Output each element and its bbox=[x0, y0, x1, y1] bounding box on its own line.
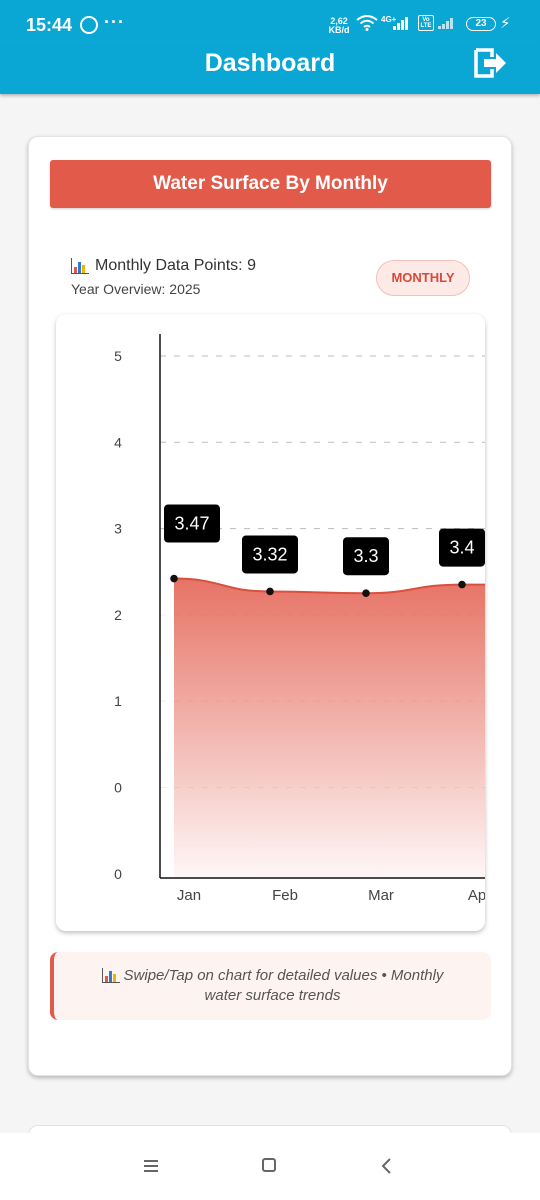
home-button[interactable] bbox=[262, 1158, 276, 1172]
network-speed-value: 2,62 bbox=[330, 16, 348, 26]
year-overview-label: Year Overview: 2025 bbox=[71, 281, 201, 297]
data-points-label: Monthly Data Points: 9 bbox=[95, 257, 256, 274]
bar-chart-icon bbox=[101, 968, 120, 983]
signal-icon-2 bbox=[438, 17, 453, 29]
y-tick-label: 1 bbox=[114, 693, 122, 709]
charging-icon: ⚡ bbox=[500, 15, 511, 32]
status-bar: 15:44 ··· 2,62 KB/d 4G+ Vo LTE 23 ⚡ bbox=[0, 0, 540, 48]
x-tick-label: Mar bbox=[368, 887, 394, 904]
x-axis-ticks: Jan Feb Mar Ap bbox=[177, 887, 485, 904]
chart-axes bbox=[159, 334, 485, 879]
data-label-bg bbox=[439, 528, 485, 567]
chart-info: Monthly Data Points: 9 Year Overview: 20… bbox=[71, 257, 256, 297]
app-bar: Dashboard bbox=[0, 48, 540, 94]
network-speed: 2,62 KB/d bbox=[327, 17, 351, 35]
data-label: 3.4 bbox=[439, 528, 485, 567]
logout-button[interactable] bbox=[472, 48, 508, 80]
card-header: Water Surface By Monthly bbox=[50, 160, 491, 208]
recent-apps-button[interactable] bbox=[144, 1160, 158, 1175]
data-label-bg bbox=[164, 504, 220, 543]
whatsapp-icon bbox=[80, 16, 98, 34]
y-axis-ticks: 5 4 3 2 1 0 0 bbox=[114, 348, 122, 882]
chart-area bbox=[173, 577, 485, 878]
back-button[interactable] bbox=[380, 1157, 394, 1175]
x-tick-label: Ap bbox=[468, 887, 485, 904]
signal-icon bbox=[393, 16, 408, 30]
data-label-text: 3.47 bbox=[174, 514, 209, 534]
data-label: 3.32 bbox=[242, 535, 298, 574]
water-surface-card: Water Surface By Monthly Monthly Data Po… bbox=[28, 136, 512, 1076]
y-tick-label: 0 bbox=[114, 780, 122, 796]
chart-svg[interactable]: 5 4 3 2 1 0 0 Jan Feb Mar Ap 3.47 3.32 3.3 3.4 bbox=[56, 314, 485, 931]
system-nav-bar bbox=[0, 1133, 540, 1200]
data-label-text: 3.3 bbox=[353, 546, 378, 566]
data-label-bg bbox=[242, 535, 298, 574]
hint-text: Swipe/Tap on chart for detailed values •… bbox=[123, 967, 444, 1004]
y-tick-label: 0 bbox=[114, 866, 122, 882]
x-tick-label: Feb bbox=[272, 887, 298, 904]
y-tick-label: 5 bbox=[114, 348, 122, 364]
area-chart[interactable]: 5 4 3 2 1 0 0 Jan Feb Mar Ap 3.47 3.32 3.3 3.4 bbox=[56, 314, 485, 931]
status-time: 15:44 bbox=[26, 15, 73, 35]
battery-icon: 23 bbox=[466, 17, 496, 31]
page-title: Dashboard bbox=[204, 49, 336, 77]
y-tick-label: 3 bbox=[114, 521, 122, 537]
data-label-bg bbox=[343, 537, 389, 576]
data-point bbox=[170, 574, 178, 583]
more-notifications-icon: ··· bbox=[104, 12, 125, 32]
data-label: 3.3 bbox=[343, 537, 389, 576]
chart-hint: Swipe/Tap on chart for detailed values •… bbox=[50, 952, 491, 1020]
series-line bbox=[173, 577, 485, 595]
chart-points bbox=[170, 574, 466, 598]
chart-data-labels: 3.47 3.32 3.3 3.4 bbox=[164, 504, 485, 576]
area-fill bbox=[174, 578, 485, 878]
network-speed-unit: KB/d bbox=[328, 25, 350, 35]
network-type: 4G+ bbox=[381, 15, 397, 24]
data-point bbox=[362, 589, 370, 598]
data-point bbox=[266, 587, 274, 596]
bar-chart-icon bbox=[71, 258, 89, 274]
data-label-text: 3.32 bbox=[252, 544, 287, 564]
data-label-text: 3.4 bbox=[449, 538, 474, 558]
y-tick-label: 2 bbox=[114, 607, 122, 623]
data-label: 3.47 bbox=[164, 504, 220, 543]
x-tick-label: Jan bbox=[177, 887, 201, 904]
y-tick-label: 4 bbox=[114, 434, 122, 450]
monthly-badge[interactable]: MONTHLY bbox=[376, 260, 470, 296]
data-point bbox=[458, 580, 466, 589]
volte-icon: Vo LTE bbox=[418, 15, 434, 31]
wifi-icon bbox=[356, 15, 378, 31]
